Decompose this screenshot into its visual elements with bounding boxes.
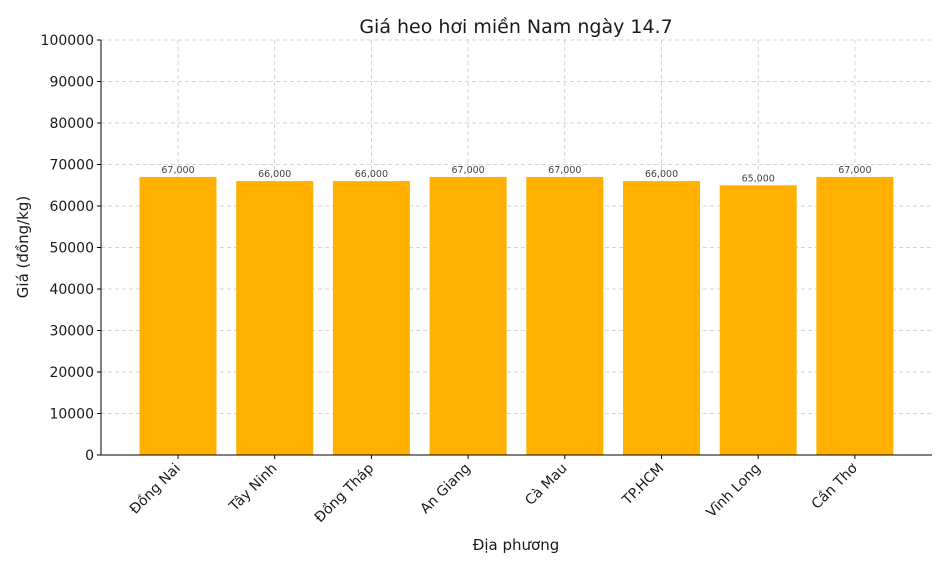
bars: 67,000 66,000 66,000 67,000 67,000 66,000 65,0…	[139, 165, 894, 455]
x-tick-label: Đồng Tháp	[311, 460, 377, 526]
y-tick-label: 50000	[49, 241, 94, 257]
bar-value-label: 66,000	[355, 169, 388, 180]
y-tick-label: 10000	[49, 407, 94, 423]
y-tick-label: 70000	[49, 158, 94, 174]
x-tick-label: Cần Thơ	[809, 460, 861, 512]
y-tick-label: 80000	[49, 116, 94, 132]
y-tick-label: 30000	[49, 324, 94, 340]
bar-value-label: 67,000	[161, 165, 194, 176]
y-tick-label: 40000	[49, 282, 94, 298]
x-tick-label: Đồng Nai	[126, 460, 184, 518]
bar	[526, 176, 604, 455]
y-tick-label: 90000	[49, 75, 94, 91]
bar	[332, 181, 410, 455]
bar-value-label: 66,000	[645, 169, 678, 180]
x-tick-label: An Giang	[417, 461, 474, 518]
bar-value-label: 67,000	[451, 165, 484, 176]
y-axis-label: Giá (đồng/kg)	[14, 196, 32, 298]
chart-title: Giá heo hơi miền Nam ngày 14.7	[359, 16, 672, 38]
x-tick-label: Vĩnh Long	[704, 461, 764, 521]
bar	[816, 176, 894, 455]
bar	[429, 176, 507, 455]
x-tick-label: Cà Mau	[522, 461, 570, 509]
y-tick-label: 20000	[49, 365, 94, 381]
y-tick-label: 0	[85, 448, 94, 464]
y-tick-label: 100000	[41, 33, 94, 49]
y-tick-label: 60000	[49, 199, 94, 215]
x-tick-label: TP.HCM	[619, 461, 668, 510]
x-tick-label: Tây Ninh	[226, 461, 281, 516]
grid-lines	[101, 39, 932, 456]
bar-value-label: 65,000	[742, 173, 775, 184]
bar	[719, 185, 797, 455]
x-axis-label: Địa phương	[473, 536, 560, 554]
bar-value-label: 66,000	[258, 169, 291, 180]
bar	[236, 181, 314, 455]
bar	[139, 176, 217, 455]
bar-value-label: 67,000	[838, 165, 871, 176]
bar-value-label: 67,000	[548, 165, 581, 176]
bar	[623, 181, 700, 455]
